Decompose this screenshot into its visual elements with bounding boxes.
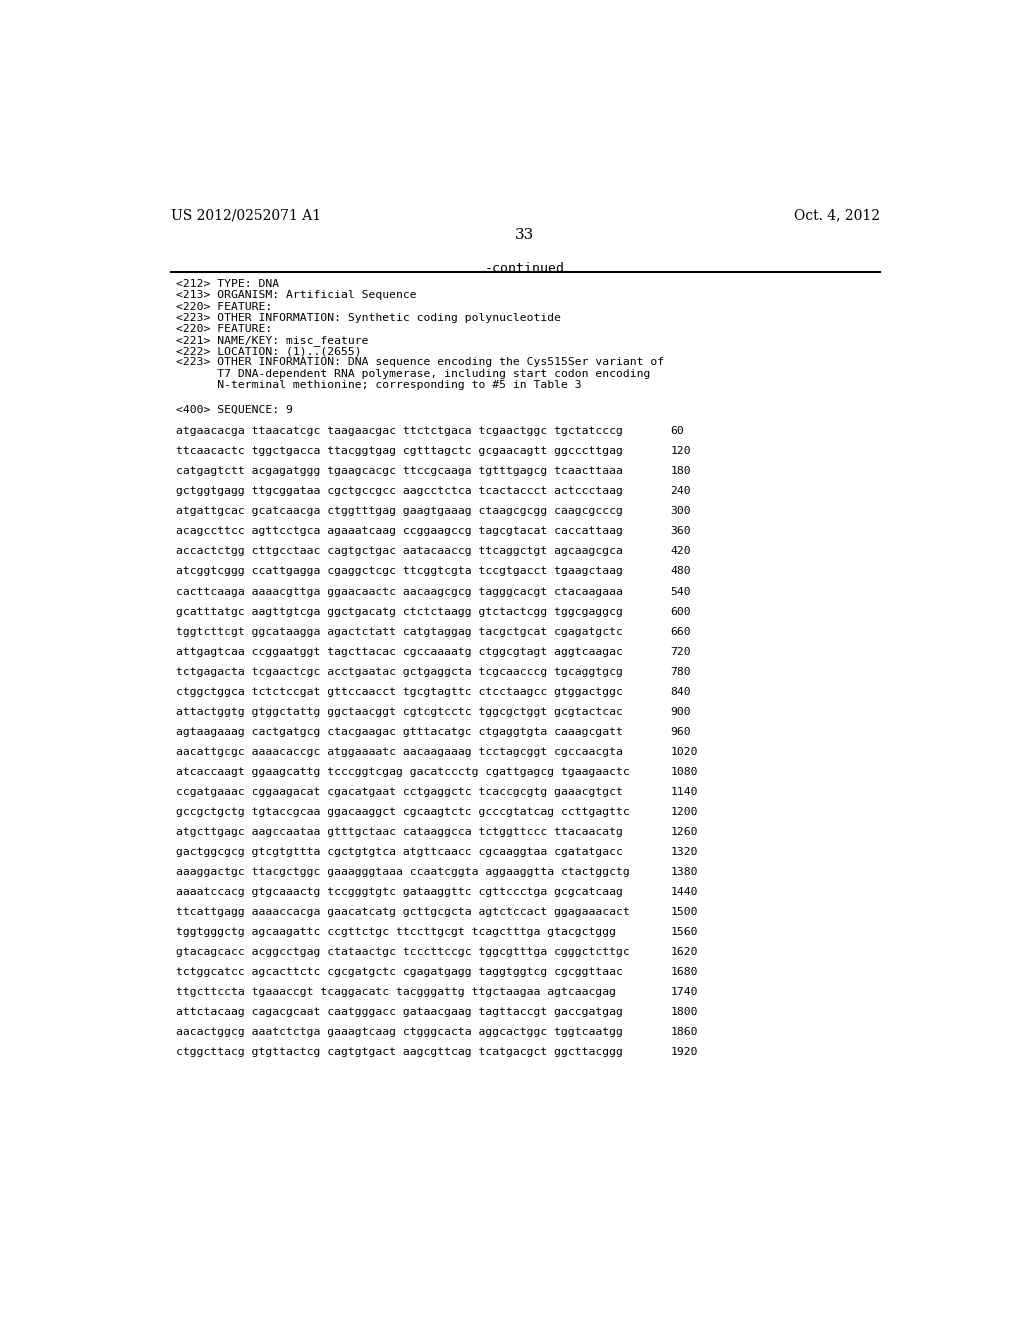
Text: 120: 120: [671, 446, 691, 457]
Text: 1320: 1320: [671, 847, 698, 857]
Text: 1260: 1260: [671, 826, 698, 837]
Text: agtaagaaag cactgatgcg ctacgaagac gtttacatgc ctgaggtgta caaagcgatt: agtaagaaag cactgatgcg ctacgaagac gtttaca…: [176, 726, 623, 737]
Text: 1140: 1140: [671, 787, 698, 797]
Text: 33: 33: [515, 227, 535, 242]
Text: accactctgg cttgcctaac cagtgctgac aatacaaccg ttcaggctgt agcaagcgca: accactctgg cttgcctaac cagtgctgac aatacaa…: [176, 546, 623, 557]
Text: N-terminal methionine; corresponding to #5 in Table 3: N-terminal methionine; corresponding to …: [176, 380, 582, 389]
Text: 1800: 1800: [671, 1007, 698, 1016]
Text: ttgcttccta tgaaaccgt tcaggacatc tacgggattg ttgctaagaa agtcaacgag: ttgcttccta tgaaaccgt tcaggacatc tacgggat…: [176, 987, 616, 997]
Text: 900: 900: [671, 706, 691, 717]
Text: atcggtcggg ccattgagga cgaggctcgc ttcggtcgta tccgtgacct tgaagctaag: atcggtcggg ccattgagga cgaggctcgc ttcggtc…: [176, 566, 623, 577]
Text: <220> FEATURE:: <220> FEATURE:: [176, 323, 272, 334]
Text: 1620: 1620: [671, 946, 698, 957]
Text: <400> SEQUENCE: 9: <400> SEQUENCE: 9: [176, 405, 293, 414]
Text: 1560: 1560: [671, 927, 698, 937]
Text: ccgatgaaac cggaagacat cgacatgaat cctgaggctc tcaccgcgtg gaaacgtgct: ccgatgaaac cggaagacat cgacatgaat cctgagg…: [176, 787, 623, 797]
Text: aaaatccacg gtgcaaactg tccgggtgtc gataaggttc cgttccctga gcgcatcaag: aaaatccacg gtgcaaactg tccgggtgtc gataagg…: [176, 887, 623, 896]
Text: 720: 720: [671, 647, 691, 656]
Text: aacattgcgc aaaacaccgc atggaaaatc aacaagaaag tcctagcggt cgccaacgta: aacattgcgc aaaacaccgc atggaaaatc aacaaga…: [176, 747, 623, 756]
Text: 60: 60: [671, 426, 684, 437]
Text: 1380: 1380: [671, 867, 698, 876]
Text: 1680: 1680: [671, 966, 698, 977]
Text: 1920: 1920: [671, 1047, 698, 1057]
Text: gctggtgagg ttgcggataa cgctgccgcc aagcctctca tcactaccct actccctaag: gctggtgagg ttgcggataa cgctgccgcc aagcctc…: [176, 487, 623, 496]
Text: tggtcttcgt ggcataagga agactctatt catgtaggag tacgctgcat cgagatgctc: tggtcttcgt ggcataagga agactctatt catgtag…: [176, 627, 623, 636]
Text: <223> OTHER INFORMATION: Synthetic coding polynucleotide: <223> OTHER INFORMATION: Synthetic codin…: [176, 313, 561, 323]
Text: catgagtctt acgagatggg tgaagcacgc ttccgcaaga tgtttgagcg tcaacttaaa: catgagtctt acgagatggg tgaagcacgc ttccgca…: [176, 466, 623, 477]
Text: gccgctgctg tgtaccgcaa ggacaaggct cgcaagtctc gcccgtatcag ccttgagttc: gccgctgctg tgtaccgcaa ggacaaggct cgcaagt…: [176, 807, 630, 817]
Text: 1200: 1200: [671, 807, 698, 817]
Text: 1740: 1740: [671, 987, 698, 997]
Text: -continued: -continued: [484, 263, 565, 276]
Text: tctggcatcc agcacttctc cgcgatgctc cgagatgagg taggtggtcg cgcggttaac: tctggcatcc agcacttctc cgcgatgctc cgagatg…: [176, 966, 623, 977]
Text: 540: 540: [671, 586, 691, 597]
Text: 780: 780: [671, 667, 691, 677]
Text: 1080: 1080: [671, 767, 698, 776]
Text: tggtgggctg agcaagattc ccgttctgc ttccttgcgt tcagctttga gtacgctggg: tggtgggctg agcaagattc ccgttctgc ttccttgc…: [176, 927, 616, 937]
Text: attgagtcaa ccggaatggt tagcttacac cgccaaaatg ctggcgtagt aggtcaagac: attgagtcaa ccggaatggt tagcttacac cgccaaa…: [176, 647, 623, 656]
Text: atgattgcac gcatcaacga ctggtttgag gaagtgaaag ctaagcgcgg caagcgcccg: atgattgcac gcatcaacga ctggtttgag gaagtga…: [176, 507, 623, 516]
Text: attctacaag cagacgcaat caatgggacc gataacgaag tagttaccgt gaccgatgag: attctacaag cagacgcaat caatgggacc gataacg…: [176, 1007, 623, 1016]
Text: 300: 300: [671, 507, 691, 516]
Text: attactggtg gtggctattg ggctaacggt cgtcgtcctc tggcgctggt gcgtactcac: attactggtg gtggctattg ggctaacggt cgtcgtc…: [176, 706, 623, 717]
Text: ttcaacactc tggctgacca ttacggtgag cgtttagctc gcgaacagtt ggcccttgag: ttcaacactc tggctgacca ttacggtgag cgtttag…: [176, 446, 623, 457]
Text: gcatttatgc aagttgtcga ggctgacatg ctctctaagg gtctactcgg tggcgaggcg: gcatttatgc aagttgtcga ggctgacatg ctctcta…: [176, 607, 623, 616]
Text: <212> TYPE: DNA: <212> TYPE: DNA: [176, 280, 280, 289]
Text: 960: 960: [671, 726, 691, 737]
Text: gactggcgcg gtcgtgttta cgctgtgtca atgttcaacc cgcaaggtaa cgatatgacc: gactggcgcg gtcgtgttta cgctgtgtca atgttca…: [176, 847, 623, 857]
Text: 360: 360: [671, 527, 691, 536]
Text: 600: 600: [671, 607, 691, 616]
Text: ctggctggca tctctccgat gttccaacct tgcgtagttc ctcctaagcc gtggactggc: ctggctggca tctctccgat gttccaacct tgcgtag…: [176, 686, 623, 697]
Text: atgcttgagc aagccaataa gtttgctaac cataaggcca tctggttccc ttacaacatg: atgcttgagc aagccaataa gtttgctaac cataagg…: [176, 826, 623, 837]
Text: ctggcttacg gtgttactcg cagtgtgact aagcgttcag tcatgacgct ggcttacggg: ctggcttacg gtgttactcg cagtgtgact aagcgtt…: [176, 1047, 623, 1057]
Text: 480: 480: [671, 566, 691, 577]
Text: cacttcaaga aaaacgttga ggaacaactc aacaagcgcg tagggcacgt ctacaagaaa: cacttcaaga aaaacgttga ggaacaactc aacaagc…: [176, 586, 623, 597]
Text: <222> LOCATION: (1)..(2655): <222> LOCATION: (1)..(2655): [176, 346, 361, 356]
Text: 180: 180: [671, 466, 691, 477]
Text: 1500: 1500: [671, 907, 698, 917]
Text: gtacagcacc acggcctgag ctataactgc tcccttccgc tggcgtttga cgggctcttgc: gtacagcacc acggcctgag ctataactgc tcccttc…: [176, 946, 630, 957]
Text: 660: 660: [671, 627, 691, 636]
Text: <220> FEATURE:: <220> FEATURE:: [176, 302, 272, 312]
Text: atcaccaagt ggaagcattg tcccggtcgag gacatccctg cgattgagcg tgaagaactc: atcaccaagt ggaagcattg tcccggtcgag gacatc…: [176, 767, 630, 776]
Text: Oct. 4, 2012: Oct. 4, 2012: [794, 209, 880, 223]
Text: aacactggcg aaatctctga gaaagtcaag ctgggcacta aggcactggc tggtcaatgg: aacactggcg aaatctctga gaaagtcaag ctgggca…: [176, 1027, 623, 1038]
Text: 420: 420: [671, 546, 691, 557]
Text: atgaacacga ttaacatcgc taagaacgac ttctctgaca tcgaactggc tgctatcccg: atgaacacga ttaacatcgc taagaacgac ttctctg…: [176, 426, 623, 437]
Text: US 2012/0252071 A1: US 2012/0252071 A1: [171, 209, 321, 223]
Text: acagccttcc agttcctgca agaaatcaag ccggaagccg tagcgtacat caccattaag: acagccttcc agttcctgca agaaatcaag ccggaag…: [176, 527, 623, 536]
Text: 1440: 1440: [671, 887, 698, 896]
Text: <213> ORGANISM: Artificial Sequence: <213> ORGANISM: Artificial Sequence: [176, 290, 417, 301]
Text: <223> OTHER INFORMATION: DNA sequence encoding the Cys515Ser variant of: <223> OTHER INFORMATION: DNA sequence en…: [176, 358, 665, 367]
Text: 1860: 1860: [671, 1027, 698, 1038]
Text: ttcattgagg aaaaccacga gaacatcatg gcttgcgcta agtctccact ggagaaacact: ttcattgagg aaaaccacga gaacatcatg gcttgcg…: [176, 907, 630, 917]
Text: 240: 240: [671, 487, 691, 496]
Text: tctgagacta tcgaactcgc acctgaatac gctgaggcta tcgcaacccg tgcaggtgcg: tctgagacta tcgaactcgc acctgaatac gctgagg…: [176, 667, 623, 677]
Text: 1020: 1020: [671, 747, 698, 756]
Text: aaaggactgc ttacgctggc gaaagggtaaa ccaatcggta aggaaggtta ctactggctg: aaaggactgc ttacgctggc gaaagggtaaa ccaatc…: [176, 867, 630, 876]
Text: <221> NAME/KEY: misc_feature: <221> NAME/KEY: misc_feature: [176, 335, 369, 346]
Text: T7 DNA-dependent RNA polymerase, including start codon encoding: T7 DNA-dependent RNA polymerase, includi…: [176, 368, 650, 379]
Text: 840: 840: [671, 686, 691, 697]
